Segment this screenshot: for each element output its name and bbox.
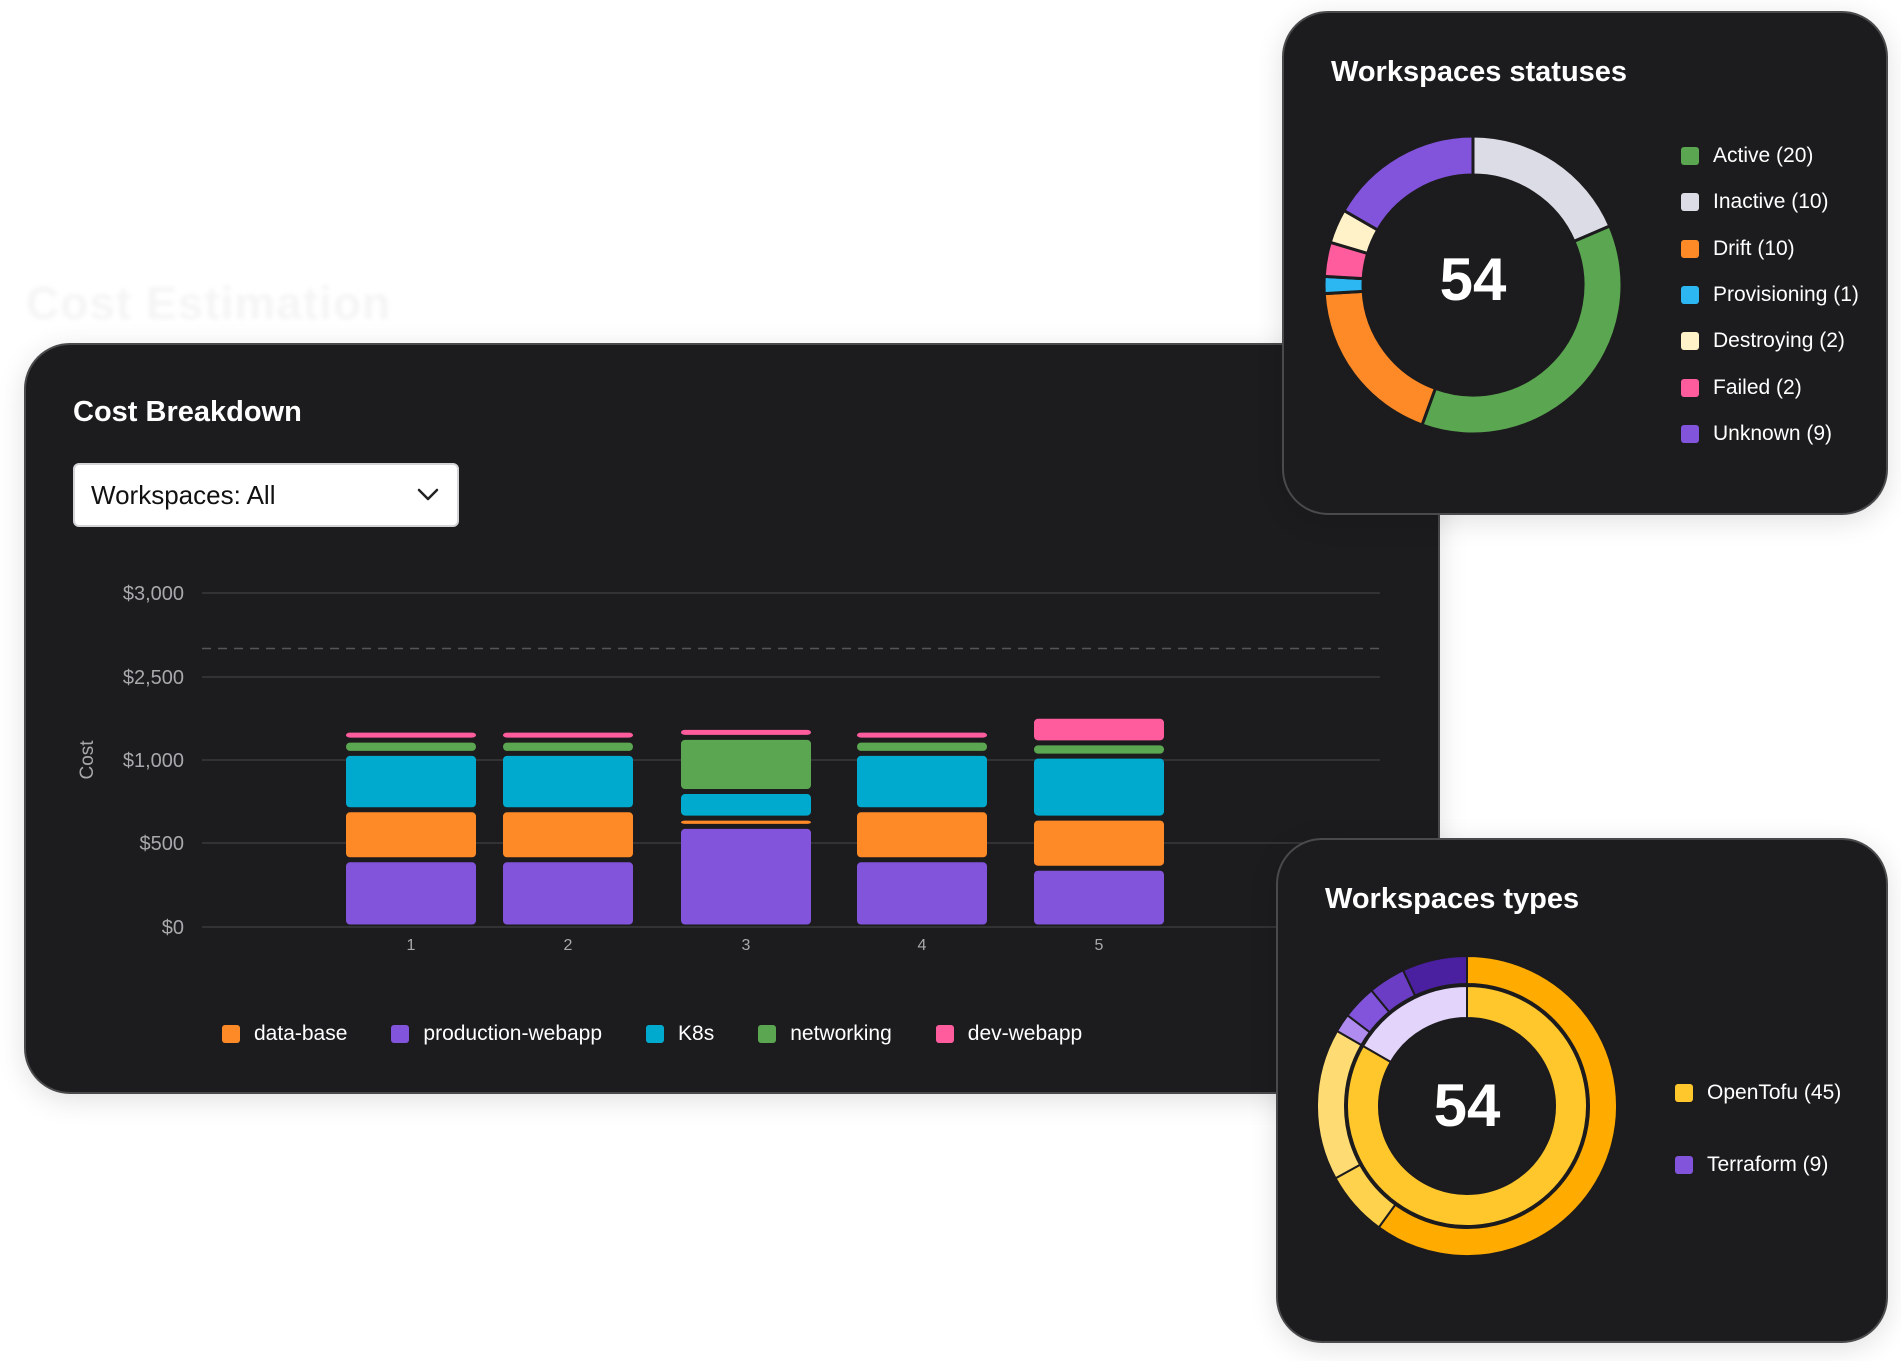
legend-label: Failed (2) [1713,375,1802,399]
types-legend-item[interactable]: Terraform (9) [1675,1129,1841,1201]
legend-item-data-base[interactable]: data-base [222,1022,347,1046]
legend-label: data-base [254,1022,348,1045]
legend-item-networking[interactable]: networking [758,1022,892,1046]
legend-item-production-webapp[interactable]: production-webapp [391,1022,602,1046]
status-legend-item[interactable]: Failed (2) [1681,364,1859,410]
chevron-down-icon [417,488,439,501]
workspaces-types-title: Workspaces types [1325,883,1580,915]
ghost-section-title: Cost Estimation [26,277,392,329]
workspaces-filter-label: Workspaces: All [91,479,276,510]
legend-swatch [222,1025,240,1043]
status-legend-item[interactable]: Unknown (9) [1681,411,1859,457]
legend-swatch [1675,1084,1693,1102]
legend-swatch [646,1025,665,1043]
legend-swatch [1675,1156,1693,1174]
cost-breakdown-card: Cost Breakdown Workspaces: All [24,343,1440,1094]
cost-breakdown-title: Cost Breakdown [73,396,302,428]
workspaces-statuses-total: 54 [1439,246,1507,313]
status-legend-item[interactable]: Active (20) [1681,133,1859,179]
cost-breakdown-legend: data-base production-webapp K8s networking d… [222,1019,1126,1049]
legend-swatch [1681,378,1699,397]
workspaces-statuses-legend: Active (20) Inactive (10) Drift (10) Provis… [1681,133,1859,457]
legend-swatch [1681,239,1699,258]
status-legend-item[interactable]: Inactive (10) [1681,179,1859,225]
legend-label: Active (20) [1713,144,1814,168]
legend-swatch [1681,332,1699,351]
legend-item-K8s[interactable]: K8s [646,1022,714,1046]
legend-label: K8s [678,1022,715,1045]
legend-label: dev-webapp [967,1022,1083,1045]
legend-swatch [1681,147,1699,166]
legend-swatch [1681,193,1699,212]
workspaces-filter-dropdown[interactable]: Workspaces: All [73,463,459,527]
status-legend-item[interactable]: Drift (10) [1681,226,1859,272]
legend-label: networking [790,1022,892,1045]
legend-swatch [391,1025,410,1043]
legend-label: Terraform (9) [1707,1153,1829,1176]
legend-swatch [758,1025,777,1043]
workspaces-types-total: 54 [1433,1072,1501,1139]
legend-swatch [1681,424,1699,443]
legend-label: Inactive (10) [1713,190,1829,214]
legend-label: Drift (10) [1713,236,1795,260]
status-legend-item[interactable]: Destroying (2) [1681,318,1859,364]
workspaces-types-legend: OpenTofu (45) Terraform (9) [1675,1057,1841,1201]
workspaces-statuses-title: Workspaces statuses [1331,56,1628,88]
legend-label: Provisioning (1) [1713,283,1859,307]
status-legend-item[interactable]: Provisioning (1) [1681,272,1859,318]
legend-label: production-webapp [423,1022,603,1045]
legend-label: OpenTofu (45) [1707,1081,1842,1104]
types-legend-item[interactable]: OpenTofu (45) [1675,1057,1841,1129]
legend-label: Unknown (9) [1713,421,1833,445]
legend-label: Destroying (2) [1713,329,1845,353]
legend-swatch [1681,286,1699,305]
legend-swatch [935,1025,954,1043]
legend-item-dev-webapp[interactable]: dev-webapp [935,1022,1083,1046]
